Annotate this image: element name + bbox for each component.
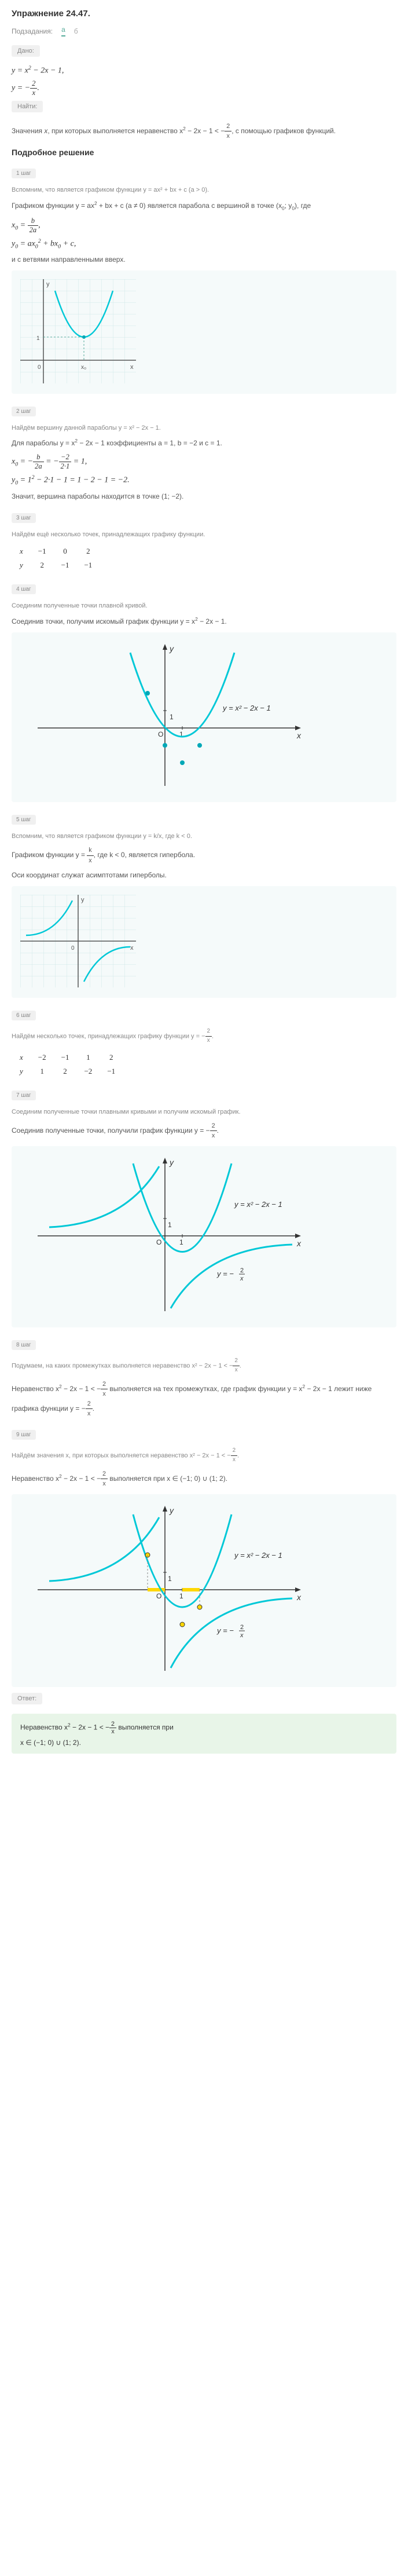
answer-line-2: x ∈ (−1; 0) ∪ (1; 2). <box>20 1739 388 1747</box>
svg-text:y = −: y = − <box>216 1626 234 1635</box>
svg-text:0: 0 <box>71 945 75 952</box>
step9-text2: Неравенство x2 − 2x − 1 < −2x выполняетс… <box>12 1469 396 1488</box>
step2-f2: y0 = 12 − 2·1 − 1 = 1 − 2 − 1 = −2. <box>12 474 396 486</box>
answer-box: Неравенство x2 − 2x − 1 < −2x выполняетс… <box>12 1714 396 1754</box>
step-6-label: 6 шаг <box>12 1011 36 1020</box>
graph-2-parabola: y x O 1 1 y = x² − 2x − 1 <box>20 641 310 792</box>
step1-f1: x0 = b2a, <box>12 217 396 235</box>
step-2-label: 2 шаг <box>12 407 36 416</box>
detailed-heading: Подробное решение <box>12 148 396 157</box>
step2-text2: Для параболы y = x2 − 2x − 1 коэффициент… <box>12 437 396 448</box>
svg-text:x: x <box>130 945 134 952</box>
step-4-label: 4 шаг <box>12 584 36 594</box>
graph-5-box: y x O 1 1 y = x² − 2x − 1 y = − 2 x <box>12 1494 396 1687</box>
step-9-label: 9 шаг <box>12 1430 36 1440</box>
graph-1-box: y x 1 x₀ 0 <box>12 270 396 394</box>
svg-text:x: x <box>296 731 302 740</box>
step2-f1: x0 = −b2a = −−22·1 = 1, <box>12 453 396 471</box>
step7-text1: Соединим полученные точки плавными кривы… <box>12 1107 396 1117</box>
svg-text:y = −: y = − <box>216 1269 234 1278</box>
svg-text:2: 2 <box>240 1624 244 1631</box>
subtasks-row: Подзадания: а б <box>12 25 396 36</box>
subtasks-label: Подзадания: <box>12 27 53 35</box>
find-label: Найти: <box>12 101 43 112</box>
graph-1-parabola-generic: y x 1 x₀ 0 <box>20 279 136 383</box>
step5-text3: Оси координат служат асимптотами гипербо… <box>12 870 396 880</box>
tab-a[interactable]: а <box>61 25 65 36</box>
given-formula-1: y = x2 − 2x − 1, <box>12 65 396 76</box>
exercise-title: Упражнение 24.47. <box>12 9 396 19</box>
step1-text3: и с ветвями направленными вверх. <box>12 254 396 265</box>
svg-text:O: O <box>158 730 163 738</box>
table-2: x−2−112 y12−2−1 <box>12 1050 123 1079</box>
svg-text:x: x <box>296 1239 302 1248</box>
step9-text1: Найдём значения x, при которых выполняет… <box>12 1447 396 1465</box>
step7-text2: Соединив полученные точки, получили граф… <box>12 1121 396 1140</box>
svg-text:1: 1 <box>179 1592 183 1600</box>
step4-text2: Соединив точки, получим искомый график ф… <box>12 616 396 627</box>
step8-text2: Неравенство x2 − 2x − 1 < −2x выполняетс… <box>12 1380 396 1418</box>
svg-text:y: y <box>46 281 50 288</box>
svg-text:0: 0 <box>38 364 41 371</box>
svg-text:y: y <box>169 1158 174 1167</box>
step2-text3: Значит, вершина параболы находится в точ… <box>12 491 396 502</box>
step-7-label: 7 шаг <box>12 1091 36 1100</box>
step-5-label: 5 шаг <box>12 815 36 825</box>
answer-label: Ответ: <box>12 1693 42 1704</box>
svg-text:x: x <box>240 1632 244 1639</box>
step5-text1: Вспомним, что является графиком функции … <box>12 832 396 841</box>
graph-5-solution: y x O 1 1 y = x² − 2x − 1 y = − 2 x <box>20 1503 310 1677</box>
svg-text:1: 1 <box>36 335 40 342</box>
svg-text:2: 2 <box>240 1267 244 1274</box>
svg-text:y = x² − 2x − 1: y = x² − 2x − 1 <box>234 1200 282 1209</box>
svg-text:y = x² − 2x − 1: y = x² − 2x − 1 <box>222 704 271 712</box>
svg-text:1: 1 <box>168 1221 172 1229</box>
tab-b[interactable]: б <box>74 27 78 35</box>
step1-f2: y0 = ax02 + bx0 + c, <box>12 238 396 250</box>
step8-text1: Подумаем, на каких промежутках выполняет… <box>12 1357 396 1375</box>
step6-text1: Найдём несколько точек, принадлежащих гр… <box>12 1027 396 1045</box>
step-8-label: 8 шаг <box>12 1340 36 1350</box>
step1-text2: Графиком функции y = ax2 + bx + c (a ≠ 0… <box>12 200 396 212</box>
step4-text1: Соединим полученные точки плавной кривой… <box>12 601 396 611</box>
step1-text1: Вспомним, что является графиком функции … <box>12 185 396 195</box>
graph-3-hyperbola-generic: y x 0 <box>20 895 136 987</box>
svg-text:y: y <box>81 897 84 903</box>
svg-text:x₀: x₀ <box>81 364 86 371</box>
step2-text1: Найдём вершину данной параболы y = x² − … <box>12 423 396 433</box>
svg-text:1: 1 <box>179 1238 183 1246</box>
svg-text:x: x <box>240 1275 244 1282</box>
svg-text:1: 1 <box>170 713 174 721</box>
svg-text:O: O <box>156 1238 161 1246</box>
svg-text:y: y <box>169 644 174 653</box>
graph-4-box: y x O 1 1 y = x² − 2x − 1 y = − 2 x <box>12 1146 396 1327</box>
svg-text:y = x² − 2x − 1: y = x² − 2x − 1 <box>234 1551 282 1560</box>
graph-4-combined: y x O 1 1 y = x² − 2x − 1 y = − 2 x <box>20 1155 310 1317</box>
graph-3-box: y x 0 <box>12 886 396 998</box>
svg-text:x: x <box>296 1593 302 1602</box>
svg-text:1: 1 <box>168 1575 172 1583</box>
svg-text:y: y <box>169 1506 174 1515</box>
table-1: x−102 y2−1−1 <box>12 544 100 573</box>
given-formula-2: y = −2x. <box>12 79 396 97</box>
svg-text:O: O <box>156 1592 161 1600</box>
step-1-label: 1 шаг <box>12 169 36 178</box>
step5-text2: Графиком функции y = kx, где k < 0, явля… <box>12 846 396 865</box>
svg-text:x: x <box>130 364 134 371</box>
answer-line-1: Неравенство x2 − 2x − 1 < −2x выполняетс… <box>20 1721 388 1735</box>
step-3-label: 3 шаг <box>12 513 36 523</box>
find-text: Значения x, при которых выполняется нера… <box>12 122 396 141</box>
given-label: Дано: <box>12 45 40 57</box>
step3-text1: Найдём ещё несколько точек, принадлежащи… <box>12 530 396 540</box>
graph-2-box: y x O 1 1 y = x² − 2x − 1 <box>12 632 396 802</box>
